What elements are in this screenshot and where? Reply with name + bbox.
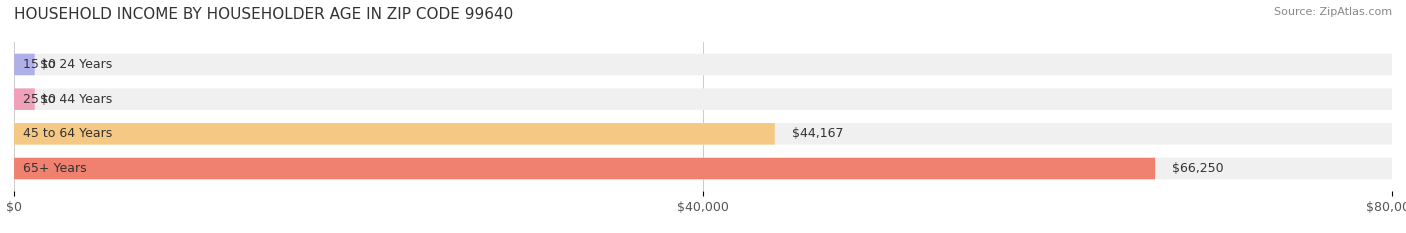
Text: 65+ Years: 65+ Years	[22, 162, 86, 175]
Text: 25 to 44 Years: 25 to 44 Years	[22, 93, 112, 106]
Text: $66,250: $66,250	[1173, 162, 1225, 175]
FancyBboxPatch shape	[14, 54, 1392, 75]
Text: $0: $0	[39, 93, 56, 106]
Text: $44,167: $44,167	[792, 127, 844, 140]
Text: Source: ZipAtlas.com: Source: ZipAtlas.com	[1274, 7, 1392, 17]
FancyBboxPatch shape	[14, 54, 35, 75]
Text: HOUSEHOLD INCOME BY HOUSEHOLDER AGE IN ZIP CODE 99640: HOUSEHOLD INCOME BY HOUSEHOLDER AGE IN Z…	[14, 7, 513, 22]
Text: 45 to 64 Years: 45 to 64 Years	[22, 127, 112, 140]
FancyBboxPatch shape	[14, 123, 1392, 145]
Text: 15 to 24 Years: 15 to 24 Years	[22, 58, 112, 71]
FancyBboxPatch shape	[14, 123, 775, 145]
FancyBboxPatch shape	[14, 88, 1392, 110]
FancyBboxPatch shape	[14, 158, 1156, 179]
FancyBboxPatch shape	[14, 158, 1392, 179]
Text: $0: $0	[39, 58, 56, 71]
FancyBboxPatch shape	[14, 88, 35, 110]
